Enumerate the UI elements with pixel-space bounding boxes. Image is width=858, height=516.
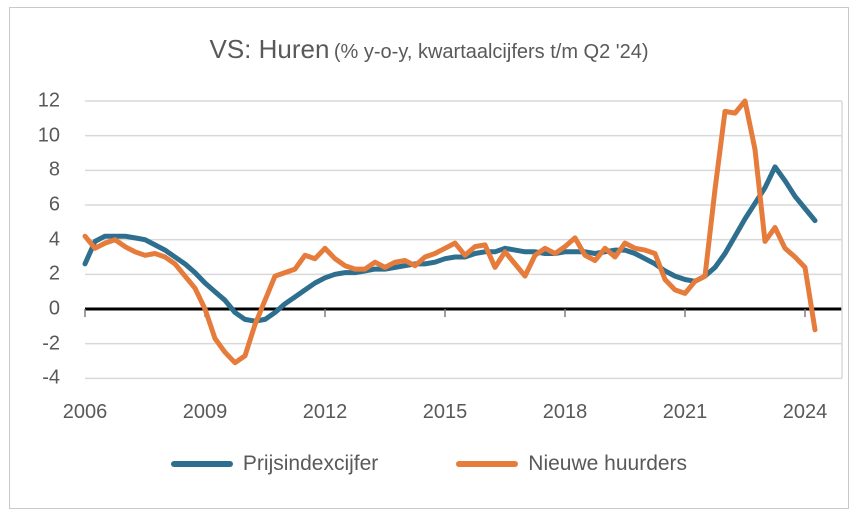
y-tick-label: 2	[48, 262, 60, 285]
x-tick-label: 2006	[62, 401, 108, 423]
legend-label-nieuwe-huurders: Nieuwe huurders	[528, 452, 688, 475]
y-tick-label: 4	[48, 228, 60, 251]
y-tick-label: -4	[42, 366, 60, 389]
x-tick-label: 2009	[182, 401, 228, 423]
legend-swatch-prijsindexcijfer	[170, 461, 233, 467]
y-tick-label: 0	[48, 297, 60, 320]
y-tick-label: -2	[42, 332, 60, 355]
x-tick-label: 2021	[662, 401, 708, 423]
y-tick-label: 10	[37, 124, 60, 147]
y-tick-label: 12	[37, 89, 60, 112]
x-tick-label: 2012	[302, 401, 348, 423]
legend-item-prijsindexcijfer: Prijsindexcijfer	[170, 452, 379, 476]
legend-swatch-nieuwe-huurders	[456, 461, 519, 467]
x-tick-label: 2024	[782, 401, 828, 423]
x-tick-label: 2015	[422, 401, 468, 423]
y-tick-label: 6	[48, 193, 60, 216]
y-tick-label: 8	[48, 158, 60, 181]
chart-title: VS: Huren (% y-o-y, kwartaalcijfers t/m …	[0, 34, 858, 65]
legend-label-prijsindexcijfer: Prijsindexcijfer	[242, 452, 379, 475]
legend: Prijsindexcijfer Nieuwe huurders	[0, 452, 858, 476]
legend-item-nieuwe-huurders: Nieuwe huurders	[456, 452, 687, 476]
chart-title-main: VS: Huren	[209, 34, 330, 64]
chart-title-sub: (% y-o-y, kwartaalcijfers t/m Q2 '24)	[333, 41, 649, 63]
series-line-nieuwe-huurders	[82, 98, 818, 366]
x-tick-label: 2018	[542, 401, 588, 423]
